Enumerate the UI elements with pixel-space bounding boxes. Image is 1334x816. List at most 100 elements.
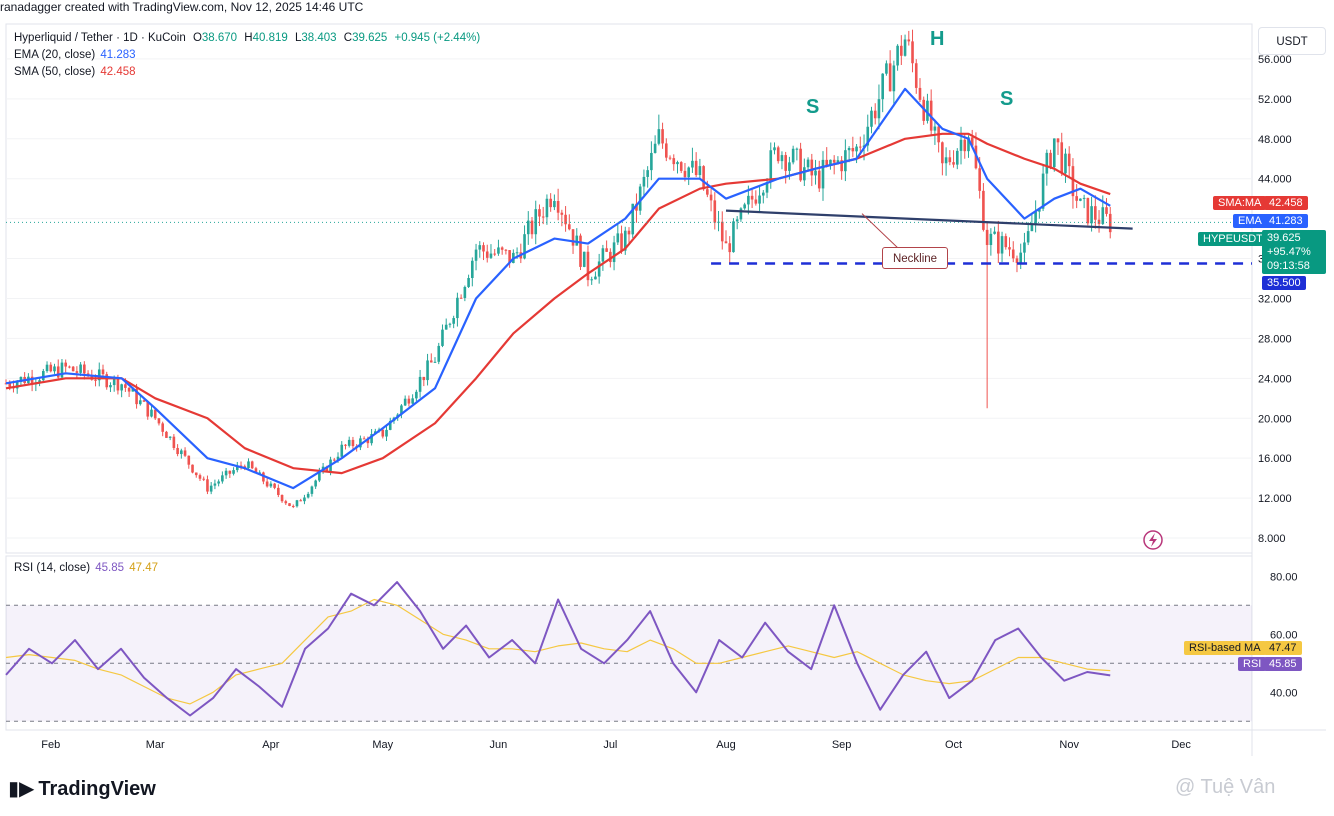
candle-up <box>769 150 773 183</box>
candle-up <box>993 231 996 234</box>
candle-down <box>228 470 232 474</box>
candle-up <box>310 486 314 494</box>
price-tick-label: 24.000 <box>1258 373 1292 385</box>
sma50-line <box>5 132 1111 475</box>
candle-up <box>553 200 556 208</box>
candle-up <box>739 208 743 220</box>
candle-up <box>601 248 605 262</box>
candle-down <box>907 39 911 42</box>
currency-button[interactable]: USDT <box>1258 27 1326 55</box>
candle-down <box>116 377 120 391</box>
candle-up <box>735 219 739 222</box>
rsi-ma-line <box>5 598 1111 705</box>
candle-down <box>482 245 485 252</box>
rsi-tick-label: 40.00 <box>1270 687 1298 699</box>
candle-up <box>221 475 224 482</box>
candle-down <box>1075 196 1078 201</box>
rsi-line <box>5 581 1111 717</box>
candle-up <box>1000 236 1004 254</box>
candle-up <box>441 329 444 346</box>
candle-down <box>530 220 534 235</box>
candle-up <box>653 143 657 153</box>
candle-down <box>799 148 802 181</box>
candle-down <box>1097 219 1101 224</box>
candle-up <box>415 391 418 399</box>
candle-down <box>724 241 728 244</box>
candle-up <box>892 65 896 92</box>
candle-up <box>388 420 392 430</box>
candle-down <box>702 166 705 190</box>
candle-down <box>620 233 623 251</box>
candle-down <box>963 139 967 152</box>
candle-up <box>269 483 273 487</box>
author-line: ranadagger created with TradingView.com,… <box>0 0 364 14</box>
candle-up <box>452 318 455 324</box>
candle-down <box>191 464 194 473</box>
candle-down <box>422 376 426 381</box>
candle-up <box>545 198 549 218</box>
symbol-tag-label: HYPEUSDT <box>1198 232 1268 246</box>
sma-tag-label: SMA:MA <box>1213 196 1267 210</box>
candle-down <box>265 481 269 487</box>
candle-up <box>418 376 422 392</box>
candle-down <box>970 137 974 146</box>
candle-down <box>810 159 814 176</box>
candle-up <box>866 126 870 146</box>
symbol-title: Hyperliquid / Tether · 1D · KuCoin <box>14 32 186 44</box>
neckline-callout <box>861 213 901 251</box>
time-tick-label: Nov <box>1059 739 1079 751</box>
candle-up <box>400 405 403 415</box>
candle-down <box>291 505 295 507</box>
time-tick-label: Jun <box>490 739 508 751</box>
symbol-legend: Hyperliquid / Tether · 1D · KuCoin O38.6… <box>14 32 480 44</box>
candle-up <box>1045 152 1049 174</box>
ema-value: 41.283 <box>100 49 136 61</box>
candle-down <box>784 155 787 171</box>
candle-up <box>676 162 679 165</box>
candle-up <box>612 242 616 263</box>
candle-down <box>165 431 168 438</box>
tradingview-logo[interactable]: ▮▶ TradingView <box>8 776 156 801</box>
candle-up <box>467 278 470 287</box>
candle-up <box>638 186 642 211</box>
candle-down <box>694 160 698 176</box>
left-shoulder-label: S <box>806 96 820 118</box>
candle-down <box>135 388 138 405</box>
candle-up <box>180 450 183 455</box>
price-tick-label: 52.000 <box>1258 94 1292 106</box>
candle-down <box>668 157 672 159</box>
candle-down <box>75 371 79 373</box>
time-tick-label: Sep <box>832 739 852 751</box>
candle-down <box>127 387 131 392</box>
candle-up <box>336 456 340 460</box>
candle-up <box>1030 224 1034 232</box>
candle-up <box>877 99 881 119</box>
candle-down <box>30 376 34 385</box>
candle-up <box>1090 206 1093 224</box>
candle-down <box>1094 206 1097 220</box>
candle-down <box>914 63 918 88</box>
candle-down <box>817 170 821 189</box>
candle-down <box>325 466 329 472</box>
neckline <box>725 209 1133 230</box>
candle-up <box>38 380 41 383</box>
time-tick-label: Aug <box>716 739 736 751</box>
candle-down <box>71 366 75 372</box>
candle-down <box>952 162 955 165</box>
candle-down <box>161 423 164 432</box>
candle-down <box>679 162 683 171</box>
rsi-tag-label: RSI <box>1238 657 1267 671</box>
candle-down <box>381 429 385 437</box>
candle-down <box>538 209 541 217</box>
candle-down <box>911 41 914 64</box>
candle-down <box>493 253 497 255</box>
candle-down <box>720 221 724 242</box>
candle-down <box>198 475 202 479</box>
candle-down <box>709 194 713 201</box>
candle-down <box>1011 249 1015 259</box>
candle-up <box>515 252 519 254</box>
candle-up <box>806 159 810 168</box>
candle-down <box>362 438 366 440</box>
price-tick-label: 16.000 <box>1258 453 1292 465</box>
